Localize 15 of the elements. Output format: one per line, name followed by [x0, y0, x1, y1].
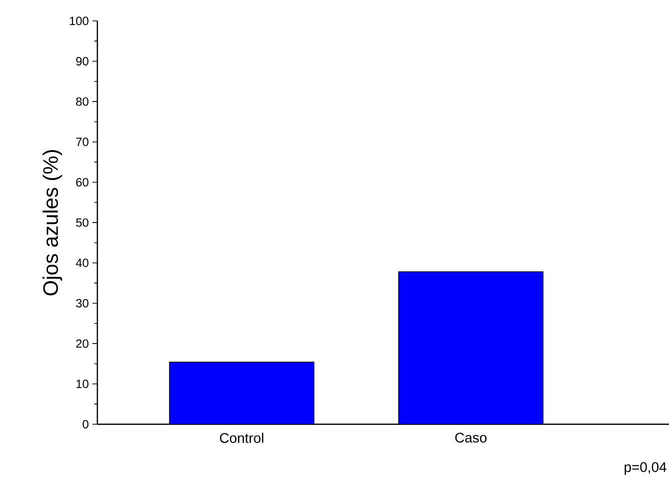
y-tick-label: 0 — [82, 420, 88, 428]
y-axis-title: Ojos azules (%) — [42, 150, 62, 296]
y-tick-label: 90 — [76, 57, 88, 66]
y-tick-label: 30 — [76, 299, 88, 308]
y-tick-label: 100 — [70, 16, 88, 26]
y-tick-label: 20 — [76, 339, 88, 348]
x-tick-label: Caso — [455, 432, 487, 443]
y-tick-label: 60 — [76, 178, 88, 186]
y-tick-label: 10 — [76, 380, 88, 388]
y-tick-label: 80 — [76, 97, 88, 106]
x-tick-label: Control — [220, 432, 264, 443]
y-tick-label: 50 — [76, 218, 88, 227]
y-tick-label: 40 — [76, 258, 88, 268]
text: p=0,04 — [624, 462, 666, 475]
y-tick-label: 70 — [76, 138, 88, 146]
